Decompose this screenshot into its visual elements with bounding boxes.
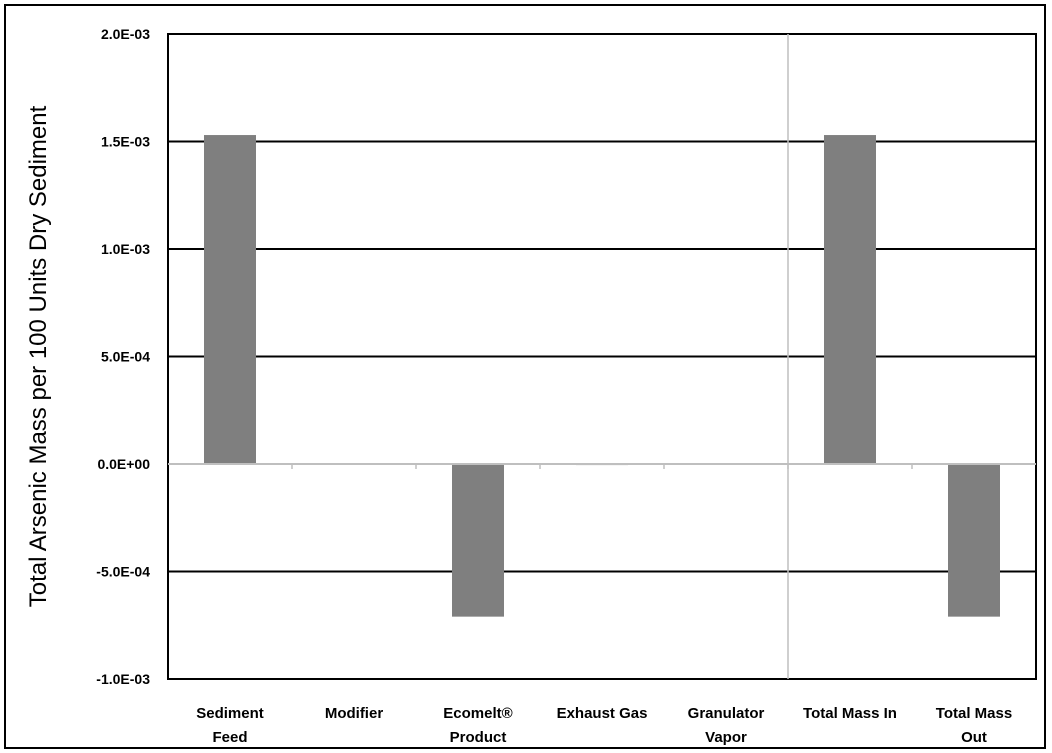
- y-tick-label: 0.0E+00: [97, 456, 150, 472]
- category-label: Modifier: [325, 705, 383, 722]
- bar-2: [452, 464, 504, 617]
- bar-0: [204, 135, 256, 465]
- category-label: Ecomelt® Product: [443, 705, 512, 746]
- category-label: Exhaust Gas: [557, 705, 648, 722]
- y-tick-label: 1.5E-03: [101, 134, 150, 150]
- y-tick-label: -1.0E-03: [96, 671, 150, 687]
- category-label: Granulator Vapor: [688, 705, 765, 746]
- category-label: Sediment Feed: [196, 705, 264, 746]
- y-tick-label: 2.0E-03: [101, 26, 150, 42]
- bar-6: [948, 464, 1000, 617]
- y-axis-title: Total Arsenic Mass per 100 Units Dry Sed…: [25, 105, 52, 607]
- plot-border: [167, 33, 1037, 680]
- chart-frame: [4, 4, 1046, 749]
- y-tick-label: 1.0E-03: [101, 241, 150, 257]
- y-tick-label: -5.0E-04: [96, 564, 150, 580]
- y-tick-label: 5.0E-04: [101, 349, 150, 365]
- category-label: Total Mass Out: [936, 705, 1012, 746]
- category-label: Total Mass In: [803, 705, 897, 722]
- bar-5: [824, 135, 876, 465]
